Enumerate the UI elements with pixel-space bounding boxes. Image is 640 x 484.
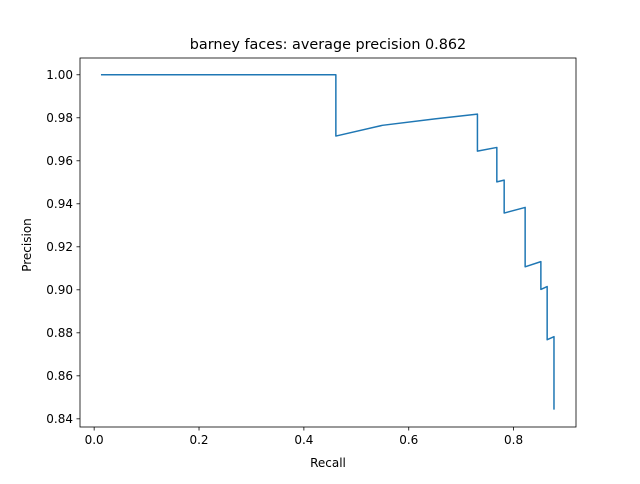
x-axis: 0.0 0.2 0.4 0.6 0.8 <box>85 427 523 447</box>
y-tick-label: 0.94 <box>46 197 73 211</box>
chart-title: barney faces: average precision 0.862 <box>190 37 466 53</box>
y-tick-label: 0.86 <box>46 369 73 383</box>
y-tick-label: 0.96 <box>46 154 73 168</box>
y-tick-label: 0.98 <box>46 111 73 125</box>
y-tick-label: 0.92 <box>46 240 73 254</box>
y-tick-label: 0.84 <box>46 412 73 426</box>
y-axis: 0.84 0.86 0.88 0.90 0.92 0.94 0.96 0.98 1.00 <box>46 68 80 426</box>
y-tick-label: 0.90 <box>46 283 73 297</box>
precision-recall-line <box>100 74 555 410</box>
y-axis-label: Precision <box>20 218 34 272</box>
x-tick-label: 0.8 <box>504 433 523 447</box>
x-axis-label: Recall <box>310 456 346 470</box>
x-tick-label: 0.0 <box>85 433 104 447</box>
x-tick-label: 0.4 <box>294 433 313 447</box>
plot-area <box>100 74 555 410</box>
plot-frame <box>79 57 577 428</box>
y-tick-label: 1.00 <box>46 68 73 82</box>
y-tick-label: 0.88 <box>46 326 73 340</box>
x-tick-label: 0.2 <box>189 433 208 447</box>
x-tick-label: 0.6 <box>399 433 418 447</box>
